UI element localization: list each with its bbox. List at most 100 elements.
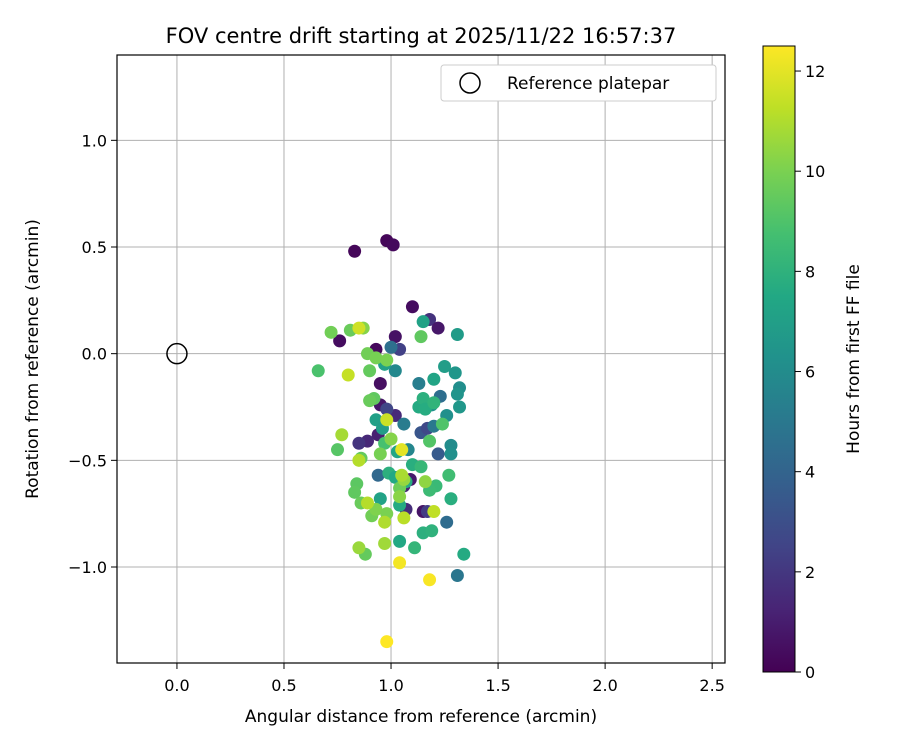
colorbar-tick-label: 0 xyxy=(805,663,815,682)
data-point xyxy=(416,391,430,405)
data-point xyxy=(380,413,394,427)
data-point xyxy=(427,372,441,386)
colorbar-tick-label: 8 xyxy=(805,262,815,281)
data-point xyxy=(373,492,387,506)
data-point xyxy=(380,402,394,416)
x-tick-label: 1.0 xyxy=(378,676,403,695)
x-tick-label: 0.5 xyxy=(271,676,296,695)
data-point xyxy=(373,447,387,461)
data-point xyxy=(414,330,428,344)
data-point xyxy=(380,353,394,367)
data-point xyxy=(371,468,385,482)
colorbar-tick-label: 6 xyxy=(805,363,815,382)
y-tick-label: 0.5 xyxy=(82,238,107,257)
legend: Reference platepar xyxy=(440,64,717,102)
data-point xyxy=(423,434,437,448)
data-point xyxy=(405,300,419,314)
data-point xyxy=(431,447,445,461)
x-tick-label: 0.0 xyxy=(164,676,189,695)
colorbar xyxy=(762,45,796,673)
data-point xyxy=(378,537,392,551)
x-axis-label: Angular distance from reference (arcmin) xyxy=(245,707,597,727)
chart-title: FOV centre drift starting at 2025/11/22 … xyxy=(166,24,677,48)
data-point xyxy=(442,468,456,482)
y-axis-label: Rotation from reference (arcmin) xyxy=(23,219,43,499)
data-point xyxy=(363,364,377,378)
data-point xyxy=(427,505,441,519)
data-point xyxy=(414,460,428,474)
data-point xyxy=(393,556,407,570)
data-point xyxy=(369,351,383,365)
data-points xyxy=(311,234,471,649)
legend-marker-icon xyxy=(459,72,481,94)
data-point xyxy=(395,468,409,482)
x-tick-label: 2.0 xyxy=(592,676,617,695)
y-axis-ticks: −1.0 −0.5 0.0 0.5 1.0 xyxy=(68,131,117,577)
data-point xyxy=(352,436,366,450)
data-point xyxy=(423,573,437,587)
data-point xyxy=(408,541,422,555)
x-tick-label: 1.5 xyxy=(485,676,510,695)
data-point xyxy=(386,238,400,252)
colorbar-label: Hours from first FF file xyxy=(844,264,864,454)
data-point xyxy=(397,417,411,431)
y-tick-label: 1.0 xyxy=(82,131,107,150)
grid-lines xyxy=(117,55,725,663)
data-point xyxy=(444,492,458,506)
data-point xyxy=(450,327,464,341)
data-point xyxy=(352,453,366,467)
data-point xyxy=(335,428,349,442)
data-point xyxy=(427,396,441,410)
reference-platepar-marker xyxy=(166,342,188,365)
x-axis-ticks: 0.0 0.5 1.0 1.5 2.0 2.5 xyxy=(164,663,725,695)
data-point xyxy=(384,432,398,446)
data-point xyxy=(425,524,439,538)
data-point xyxy=(384,340,398,354)
colorbar-tick-label: 12 xyxy=(805,62,825,81)
y-tick-label: 0.0 xyxy=(82,345,107,364)
data-point xyxy=(395,443,409,457)
colorbar-ticks: 0 2 4 6 8 10 12 xyxy=(795,62,825,682)
plot-frame xyxy=(116,54,726,664)
data-point xyxy=(373,377,387,391)
data-point xyxy=(360,496,374,510)
data-point xyxy=(348,244,362,258)
data-point xyxy=(348,485,362,499)
data-point xyxy=(388,330,402,344)
data-point xyxy=(324,325,338,339)
data-point xyxy=(431,321,445,335)
data-point xyxy=(450,387,464,401)
legend-label: Reference platepar xyxy=(507,74,669,94)
legend-box xyxy=(440,64,717,102)
data-point xyxy=(378,515,392,529)
data-point xyxy=(453,400,467,414)
data-point xyxy=(457,547,471,561)
data-point xyxy=(438,359,452,373)
data-point xyxy=(416,315,430,329)
data-point xyxy=(363,394,377,408)
data-point xyxy=(380,635,394,649)
data-point xyxy=(397,511,411,525)
data-point xyxy=(444,447,458,461)
y-tick-label: −0.5 xyxy=(68,451,107,470)
data-point xyxy=(333,334,347,348)
data-point xyxy=(440,515,454,529)
colorbar-tick-label: 4 xyxy=(805,463,815,482)
data-point xyxy=(352,321,366,335)
data-point xyxy=(412,377,426,391)
y-tick-label: −1.0 xyxy=(68,558,107,577)
data-point xyxy=(418,475,432,489)
data-point xyxy=(435,417,449,431)
x-tick-label: 2.5 xyxy=(699,676,724,695)
data-point xyxy=(448,366,462,380)
colorbar-tick-label: 2 xyxy=(805,563,815,582)
data-point xyxy=(393,534,407,548)
data-point xyxy=(393,490,407,504)
data-point xyxy=(450,569,464,583)
data-point xyxy=(352,541,366,555)
data-point xyxy=(331,443,345,457)
colorbar-tick-label: 10 xyxy=(805,162,825,181)
data-point xyxy=(341,368,355,382)
data-point xyxy=(388,364,402,378)
